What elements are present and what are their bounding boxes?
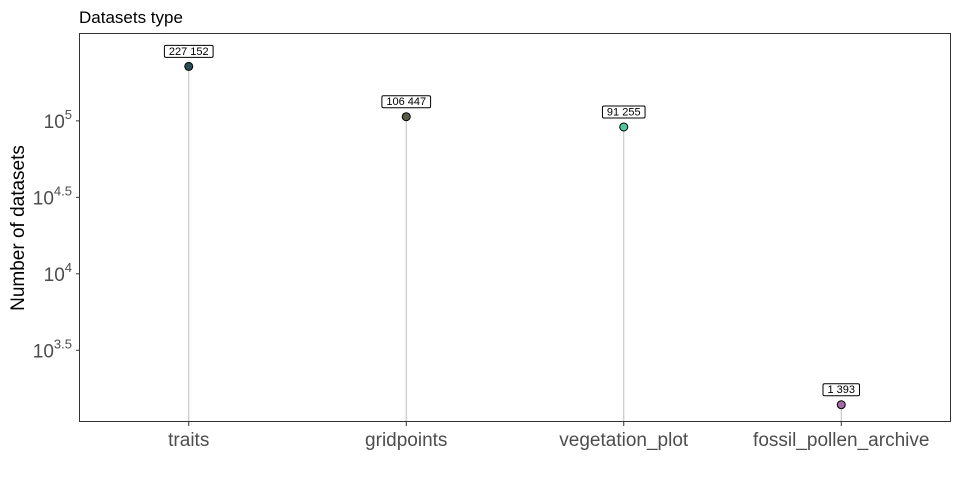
data-label: 227 152 — [163, 44, 214, 58]
lollipop-stems — [188, 66, 842, 421]
x-tick-label: gridpoints — [365, 430, 447, 451]
x-tick-label: traits — [168, 430, 209, 451]
data-label-text: 91 255 — [607, 106, 641, 118]
data-labels: 227 152 106 447 91 255 1 393 — [163, 44, 860, 397]
data-label-box — [601, 105, 646, 119]
data-label: 91 255 — [601, 105, 646, 119]
data-point — [836, 400, 846, 410]
y-tick-label: 103.5 — [33, 336, 72, 362]
data-points — [184, 61, 846, 410]
data-label-box — [822, 383, 860, 397]
y-axis: 103.5 104 104.5 105 — [33, 107, 80, 362]
data-label-text: 227 152 — [169, 46, 209, 58]
data-point — [401, 112, 411, 122]
data-label: 106 447 — [381, 95, 432, 109]
data-label-text: 1 393 — [827, 384, 855, 396]
chart-title: Datasets type — [79, 8, 183, 27]
data-point — [619, 122, 629, 132]
data-label-box — [381, 95, 432, 109]
data-point — [184, 61, 194, 71]
x-tick-label: vegetation_plot — [559, 430, 689, 451]
y-axis-title: Number of datasets — [8, 145, 29, 311]
data-label-box — [163, 44, 214, 58]
data-label-text: 106 447 — [386, 96, 426, 108]
y-tick-label: 105 — [44, 107, 72, 133]
data-label: 1 393 — [822, 383, 860, 397]
y-tick-label: 104 — [44, 260, 72, 286]
x-tick-label: fossil_pollen_archive — [753, 430, 929, 451]
y-tick-label: 104.5 — [33, 183, 72, 209]
plot-panel — [79, 33, 951, 422]
x-axis: traits gridpoints vegetation_plot fossil_po… — [168, 421, 929, 451]
